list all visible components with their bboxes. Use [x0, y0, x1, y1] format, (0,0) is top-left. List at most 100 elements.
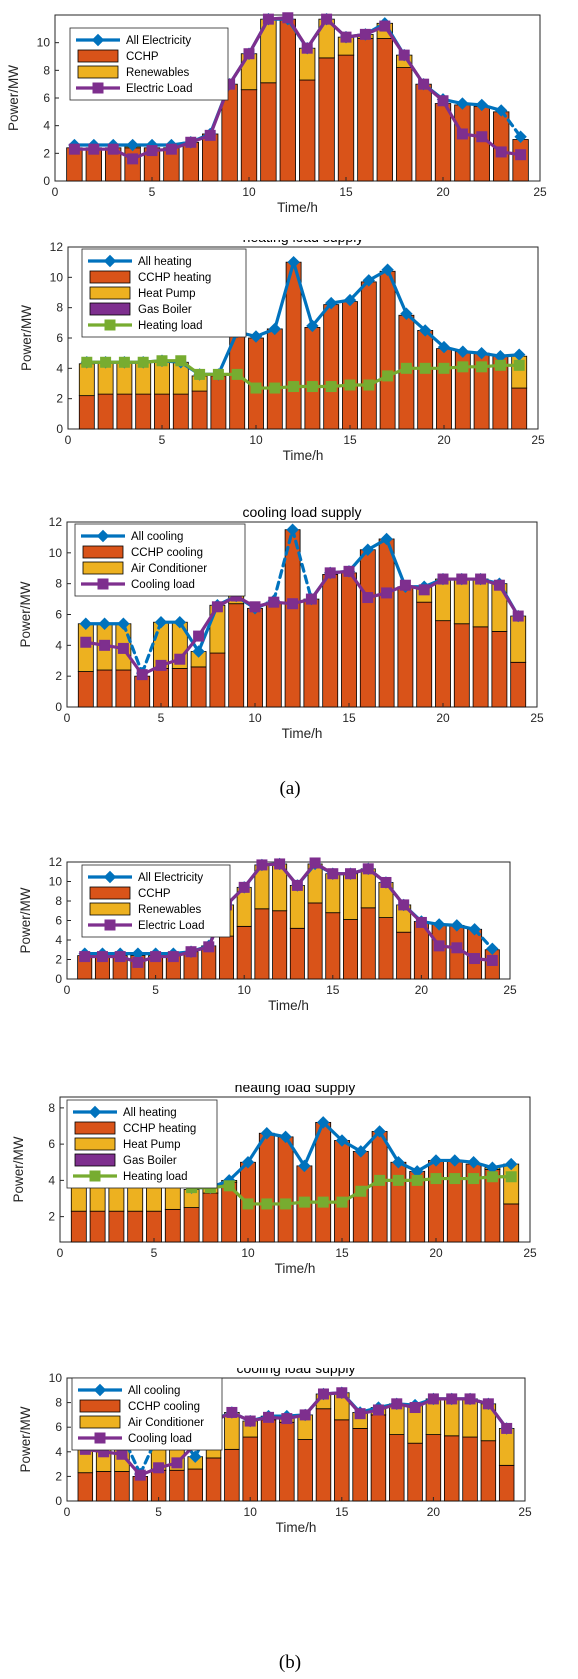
- data-point: [242, 1198, 254, 1210]
- x-tick-label: 15: [326, 983, 340, 997]
- legend-swatch: [77, 49, 119, 63]
- legend-marker: [104, 319, 116, 331]
- data-point: [336, 1196, 348, 1208]
- x-tick-label: 20: [436, 185, 450, 199]
- y-tick-label: 4: [56, 361, 63, 375]
- data-point: [429, 1154, 443, 1167]
- bar-cchp-cooling: [134, 675, 151, 708]
- bar-cchp-cooling: [242, 1436, 258, 1502]
- data-point: [291, 879, 303, 891]
- y-tick-label: 8: [55, 894, 62, 908]
- data-point: [98, 617, 111, 630]
- data-point: [379, 20, 391, 32]
- data-point: [203, 941, 215, 953]
- legend-label: All cooling: [128, 1385, 180, 1397]
- bar-cchp: [396, 67, 413, 182]
- chart-b-electricity: 0 5 10 15 20 25 0 2 4 6 8 10 12 Time/h Power/MW All Ele…: [18, 855, 517, 1013]
- data-point: [418, 584, 430, 596]
- x-tick-label: 5: [149, 185, 156, 199]
- legend-swatch: [74, 1121, 116, 1135]
- data-point: [241, 1156, 255, 1169]
- y-tick-label: 10: [49, 1371, 63, 1385]
- bar-cchp-cooling: [284, 529, 301, 708]
- data-point: [316, 1116, 330, 1129]
- data-point: [427, 1393, 439, 1405]
- data-point: [305, 593, 317, 605]
- y-tick-label: 10: [50, 270, 64, 284]
- bar-cchp-cooling: [297, 1439, 313, 1502]
- data-point: [343, 293, 357, 307]
- y-tick-label: 8: [43, 63, 50, 77]
- data-point: [238, 881, 250, 893]
- bar-cchp-heating: [146, 1210, 162, 1243]
- chart-title: cooling load supply: [242, 504, 361, 520]
- data-point: [153, 1462, 165, 1474]
- bar-cchp-cooling: [370, 1414, 387, 1502]
- x-tick-label: 10: [242, 185, 256, 199]
- y-axis-label: Power/MW: [18, 1406, 33, 1472]
- y-tick-label: 0: [55, 700, 62, 714]
- legend-label: All heating: [138, 256, 192, 268]
- data-point: [260, 1127, 274, 1140]
- bar-cchp-cooling: [260, 1419, 277, 1502]
- data-point: [486, 954, 498, 966]
- bar-cchp-heating: [70, 1210, 87, 1243]
- bar-cchp-cooling: [247, 607, 263, 708]
- legend-swatch: [79, 1415, 121, 1429]
- bar-cchp-cooling: [95, 1471, 112, 1502]
- data-point: [361, 543, 375, 556]
- data-point: [249, 330, 263, 343]
- y-tick-label: 0: [55, 1494, 62, 1508]
- bar-cchp-heating: [97, 393, 114, 430]
- y-axis-label: Power/MW: [18, 887, 33, 953]
- legend-label: CCHP cooling: [128, 1401, 200, 1413]
- series-heating-load: [81, 355, 525, 394]
- legend-marker: [103, 870, 117, 884]
- data-point: [437, 95, 449, 107]
- data-point: [464, 1393, 476, 1405]
- chart-title: cooling load supply: [236, 1368, 355, 1376]
- data-point: [392, 1174, 404, 1186]
- bar-cchp-heating: [135, 393, 152, 430]
- y-tick-label: 12: [49, 855, 63, 869]
- legend: All Electricity CCHP Renewables Electric Lo…: [69, 27, 229, 101]
- y-tick-label: 12: [49, 515, 63, 529]
- series-segment: [302, 1120, 325, 1168]
- legend-swatch: [89, 286, 131, 300]
- x-tick-label: 5: [159, 433, 166, 447]
- axis-ticks: 0 5 10 15 20 25 0 2 4 6 8 10 12: [49, 855, 517, 997]
- data-point: [287, 598, 299, 610]
- data-point: [114, 951, 126, 963]
- data-point: [288, 381, 300, 393]
- bar-cchp-cooling: [435, 620, 451, 708]
- data-point: [494, 104, 508, 117]
- chart-a-electricity: 0 5 10 15 20 25 0 2 4 6 8 10 Time/h Power/MW All Elect…: [6, 12, 547, 215]
- data-point: [80, 636, 92, 648]
- bar-cchp-cooling: [443, 1435, 460, 1502]
- data-point: [475, 98, 489, 112]
- series-segment: [272, 528, 295, 603]
- bar-cchp: [431, 924, 447, 980]
- data-point: [374, 1174, 386, 1186]
- bar-cchp-heating: [417, 330, 434, 430]
- bar-heat-pump: [154, 361, 170, 395]
- y-tick-label: 0: [55, 972, 62, 986]
- legend-label: Cooling load: [128, 1433, 192, 1445]
- bar-cchp-heating: [446, 1160, 463, 1243]
- bar-cchp: [360, 907, 376, 980]
- data-point: [154, 616, 168, 629]
- legend-marker: [94, 1432, 106, 1444]
- bar-cchp: [337, 54, 355, 182]
- data-point: [299, 1409, 311, 1421]
- y-tick-label: 2: [48, 1210, 55, 1224]
- y-axis-label: Power/MW: [11, 1136, 26, 1202]
- bar-cchp-cooling: [190, 666, 207, 708]
- data-point: [107, 143, 119, 155]
- legend-swatch: [74, 1153, 116, 1167]
- bar-cchp-heating: [511, 387, 528, 430]
- legend-label: Air Conditioner: [128, 1417, 204, 1429]
- y-tick-label: 4: [48, 1173, 55, 1187]
- axis-ticks: 0 5 10 15 20 25 2 4 6 8: [48, 1101, 537, 1260]
- bar-cchp-cooling: [171, 668, 188, 708]
- bar-cchp-cooling: [303, 598, 320, 708]
